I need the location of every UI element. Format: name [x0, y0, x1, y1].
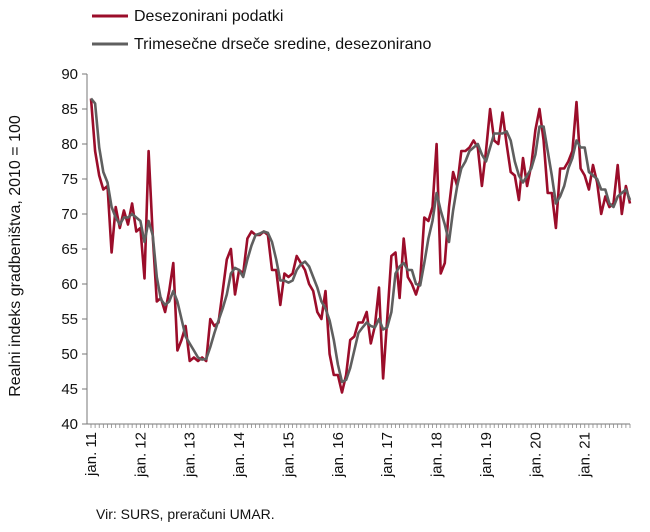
y-tick-label: 50	[61, 346, 78, 363]
series-line-drsece-sredine	[90, 97, 632, 384]
y-axis-title: Realni indeks gradbeništva, 2010 = 100	[7, 115, 24, 397]
y-tick-label: 85	[61, 101, 78, 118]
legend: Desezonirani podatki Trimesečne drseče s…	[92, 8, 431, 53]
x-tick-label: jan. 14	[231, 432, 248, 478]
y-tick-label: 80	[61, 136, 78, 153]
x-tick-label: jan. 18	[429, 432, 446, 478]
x-tick-label: jan. 15	[280, 432, 297, 478]
y-axis: 40 45 50 55 60 65 70 75 80 85 90	[61, 66, 88, 433]
series-line-desezonirani	[89, 98, 632, 394]
series-group	[89, 97, 632, 394]
x-tick-label: jan. 12	[132, 432, 149, 478]
y-tick-label: 40	[61, 416, 78, 433]
y-tick-label: 75	[61, 171, 78, 188]
x-tick-label: jan. 16	[330, 432, 347, 478]
y-tick-label: 45	[61, 381, 78, 398]
x-tick-label: jan. 17	[379, 432, 396, 478]
y-tick-label: 65	[61, 241, 78, 258]
y-tick-label: 90	[61, 66, 78, 83]
x-tick-label: jan. 19	[478, 432, 495, 478]
y-tick-label: 55	[61, 311, 78, 328]
x-tick-label: jan. 11	[83, 432, 100, 477]
y-tick-label: 60	[61, 276, 78, 293]
legend-label-desezonirani: Desezonirani podatki	[134, 8, 283, 25]
legend-label-drsece-sredine: Trimesečne drseče sredine, desezonirano	[134, 36, 431, 53]
x-axis: jan. 11 jan. 12 jan. 13 jan. 14 jan. 15 jan. …	[83, 423, 631, 478]
y-tick-label: 70	[61, 206, 78, 223]
x-tick-label: jan. 21	[577, 432, 594, 478]
x-tick-label: jan. 20	[527, 432, 544, 478]
x-tick-label: jan. 13	[182, 432, 199, 478]
source-note: Vir: SURS, preračuni UMAR.	[96, 506, 275, 522]
